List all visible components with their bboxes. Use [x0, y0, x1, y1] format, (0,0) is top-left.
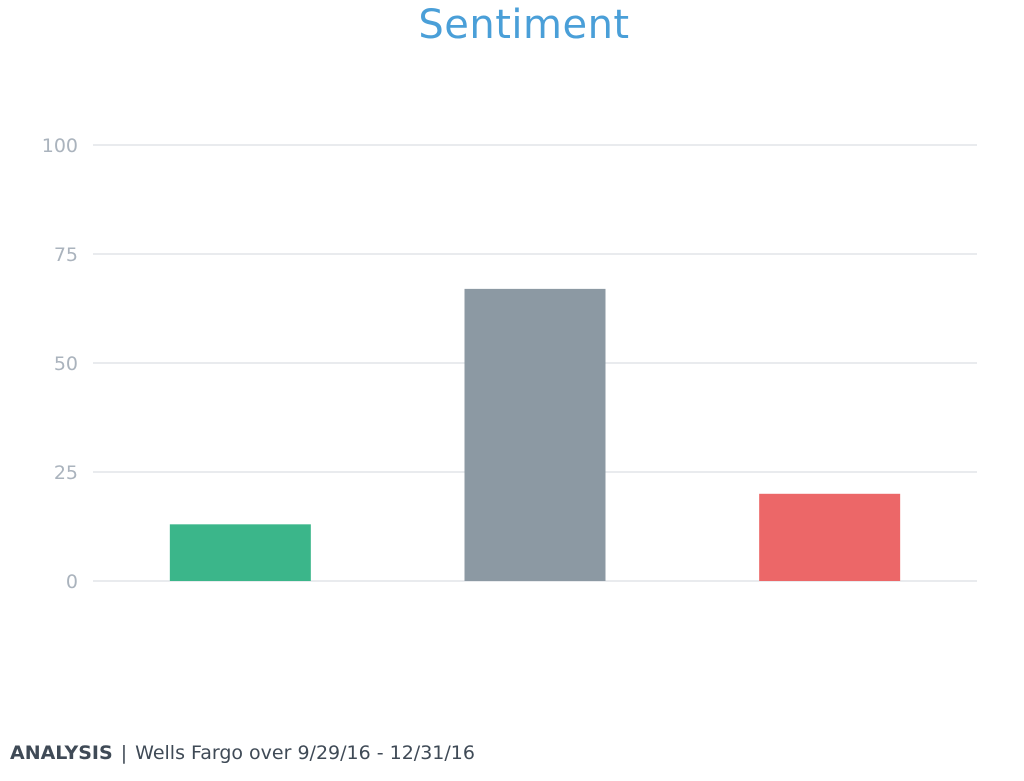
footer: ANALYSIS | Wells Fargo over 9/29/16 - 12…	[10, 742, 475, 764]
y-tick-label: 25	[54, 462, 78, 484]
y-tick-label: 100	[42, 135, 78, 157]
footer-text: Wells Fargo over 9/29/16 - 12/31/16	[135, 742, 475, 764]
y-axis-ticks: 0 25 50 75 100	[42, 135, 78, 593]
y-tick-label: 75	[54, 244, 78, 266]
bar-3[interactable]	[759, 493, 901, 581]
bars	[169, 288, 901, 581]
chart-title: Sentiment	[418, 2, 630, 48]
footer-label: ANALYSIS	[10, 742, 113, 764]
bar-1[interactable]	[169, 524, 311, 581]
y-tick-label: 0	[66, 571, 78, 593]
footer-separator: |	[120, 742, 128, 764]
bar-2[interactable]	[464, 288, 606, 581]
y-tick-label: 50	[54, 353, 78, 375]
